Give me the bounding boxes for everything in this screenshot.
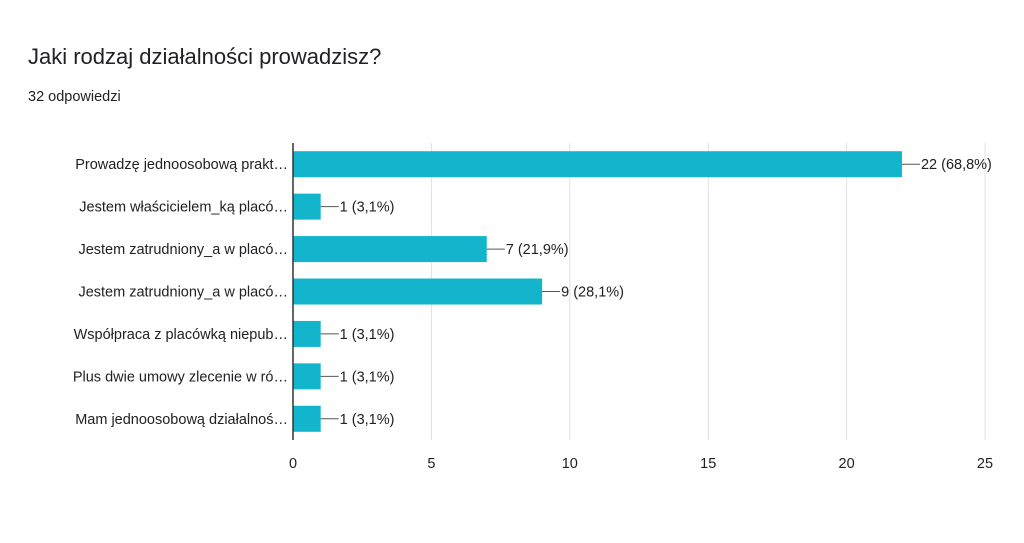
response-count: 32 odpowiedzi bbox=[28, 89, 121, 105]
data-label: 7 (21,9%) bbox=[506, 242, 569, 258]
category-label: Mam jednoosobową działalnoś… bbox=[75, 412, 288, 428]
category-label: Jestem zatrudniony_a w placó… bbox=[78, 285, 288, 301]
x-tick-label: 0 bbox=[289, 456, 297, 472]
data-label: 1 (3,1%) bbox=[340, 369, 395, 385]
bar bbox=[293, 320, 321, 347]
category-label: Plus dwie umowy zlecenie w ró… bbox=[73, 369, 288, 385]
x-tick-label: 25 bbox=[977, 456, 993, 472]
bar bbox=[293, 278, 543, 305]
data-label: 22 (68,8%) bbox=[921, 157, 992, 173]
category-label: Jestem zatrudniony_a w placó… bbox=[78, 242, 288, 258]
category-label: Prowadzę jednoosobową prakt… bbox=[75, 157, 288, 173]
data-label: 1 (3,1%) bbox=[340, 412, 395, 428]
category-label: Współpraca z placówką niepub… bbox=[74, 327, 288, 343]
bar bbox=[293, 151, 902, 178]
data-label: 1 (3,1%) bbox=[340, 200, 395, 216]
x-tick-label: 15 bbox=[700, 456, 716, 472]
bar bbox=[293, 363, 321, 390]
bar bbox=[293, 405, 321, 432]
question-title: Jaki rodzaj działalności prowadzisz? bbox=[28, 44, 382, 69]
x-tick-label: 5 bbox=[427, 456, 435, 472]
data-label: 1 (3,1%) bbox=[340, 327, 395, 343]
data-label: 9 (28,1%) bbox=[561, 285, 624, 301]
category-label: Jestem właścicielem_ką placó… bbox=[79, 200, 288, 216]
x-tick-label: 10 bbox=[562, 456, 578, 472]
bar bbox=[293, 193, 321, 220]
bar bbox=[293, 236, 487, 263]
x-tick-label: 20 bbox=[839, 456, 855, 472]
